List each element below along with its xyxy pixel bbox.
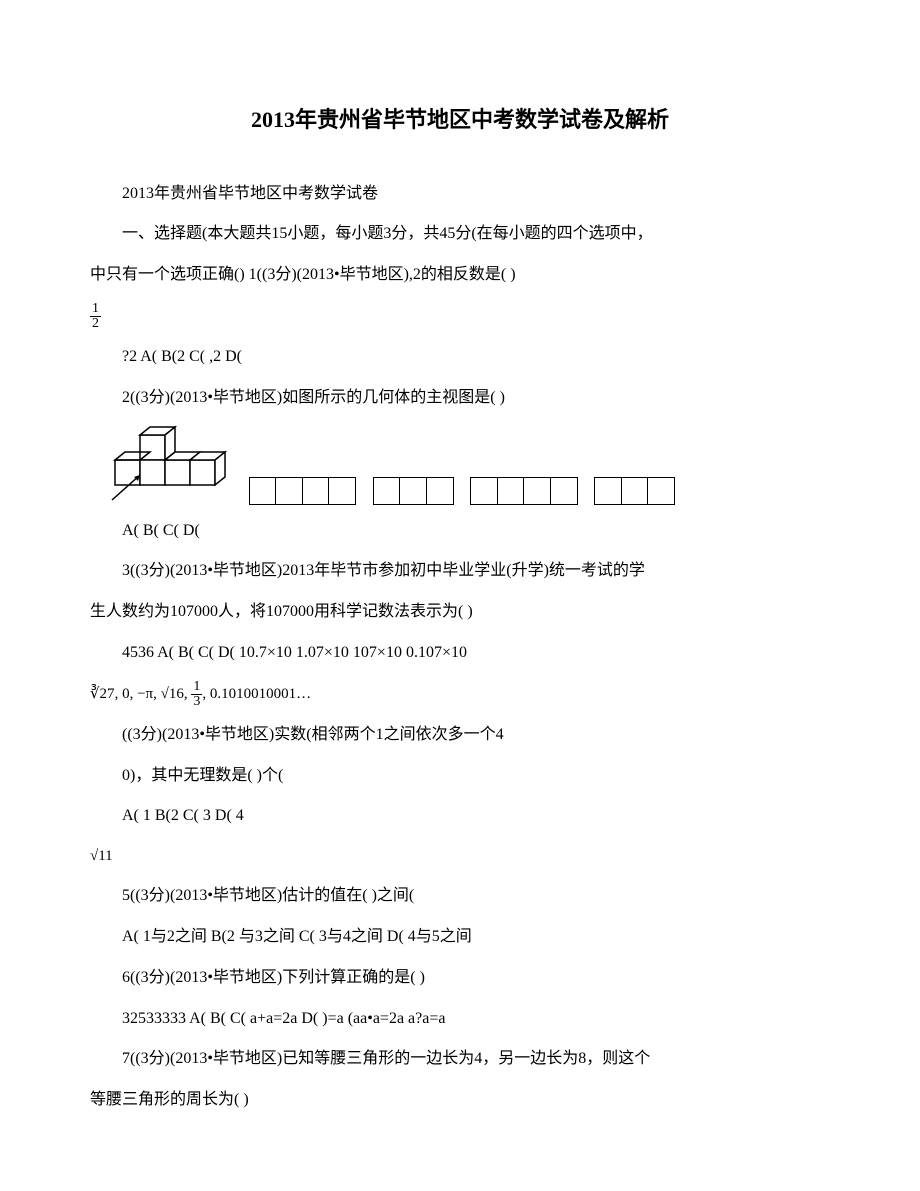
question-4-text-b: 0)，其中无理数是( )个(: [90, 762, 830, 791]
sqrt-16: √16: [161, 686, 184, 702]
square-group-3: [472, 477, 578, 505]
question-4-options: A( 1 B(2 C( 3 D( 4: [90, 802, 830, 831]
question-5-options: A( 1与2之间 B(2 与3之间 C( 3与4之间 D( 4与5之间: [90, 923, 830, 952]
frac-one-third-den: 3: [191, 695, 202, 709]
square-group-1: [250, 477, 356, 505]
fraction-denominator: 2: [90, 317, 101, 331]
question-6-options: 32533333 A( B( C( a+a=2a D( )=a (aa•a=2a…: [90, 1005, 830, 1034]
math-sep-2: ,: [184, 686, 192, 702]
question-4-text-a: ((3分)(2013•毕节地区)实数(相邻两个1之间依次多一个4: [90, 721, 830, 750]
square-group-4: [596, 477, 676, 505]
math-sep-1: , 0, −π,: [115, 686, 161, 702]
cube-3d-icon: [110, 425, 240, 505]
math-expression-line: ∛27, 0, −π, √16, 1 3 , 0.1010010001…: [90, 680, 830, 709]
question-6-text: 6((3分)(2013•毕节地区)下列计算正确的是( ): [90, 964, 830, 993]
cube-root-27: ∛27: [90, 686, 115, 702]
question-2-text: 2((3分)(2013•毕节地区)如图所示的几何体的主视图是( ): [90, 384, 830, 413]
sqrt-11: √11: [90, 843, 830, 870]
question-1-options: ?2 A( B(2 C( ,2 D(: [90, 343, 830, 372]
question-3-text-a: 3((3分)(2013•毕节地区)2013年毕节市参加初中毕业学业(升学)统一考…: [90, 557, 830, 586]
flat-squares-row: [250, 477, 693, 505]
decimal-pattern: , 0.1010010001…: [202, 686, 311, 702]
section-intro: 一、选择题(本大题共15小题，每小题3分，共45分(在每小题的四个选项中，: [90, 220, 830, 249]
question-7-text-b: 等腰三角形的周长为( ): [90, 1086, 830, 1115]
question-7-text-a: 7((3分)(2013•毕节地区)已知等腰三角形的一边长为4，另一边长为8，则这…: [90, 1045, 830, 1074]
fraction-half: 1 2: [90, 302, 830, 331]
question-1-text: 中只有一个选项正确() 1((3分)(2013•毕节地区),2的相反数是( ): [90, 261, 830, 290]
question-3-options: 4536 A( B( C( D( 10.7×10 1.07×10 107×10 …: [90, 639, 830, 668]
subtitle: 2013年贵州省毕节地区中考数学试卷: [90, 180, 830, 209]
question-3-text-b: 生人数约为107000人，将107000用科学记数法表示为( ): [90, 598, 830, 627]
question-5-text: 5((3分)(2013•毕节地区)估计的值在( )之间(: [90, 882, 830, 911]
fraction-numerator: 1: [90, 302, 101, 317]
frac-one-third-num: 1: [191, 680, 202, 695]
document-title: 2013年贵州省毕节地区中考数学试卷及解析: [90, 100, 830, 140]
cube-diagram: [110, 425, 830, 505]
question-2-options: A( B( C( D(: [90, 517, 830, 546]
square-group-2: [374, 477, 454, 505]
